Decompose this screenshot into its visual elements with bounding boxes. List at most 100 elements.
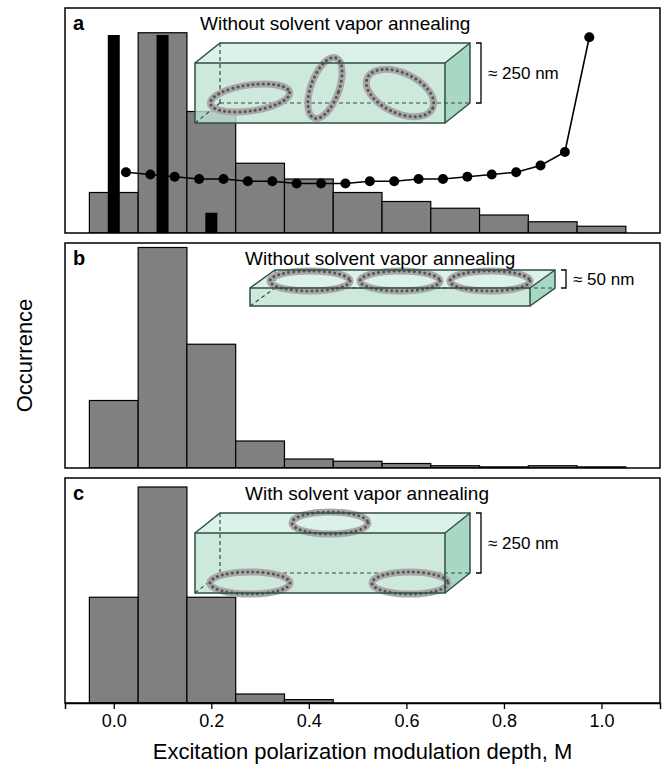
- plot-area: [89, 248, 625, 469]
- panel-frame: [65, 478, 660, 703]
- panel: ≈ 50 nm Without solvent vapor annealing b: [65, 243, 660, 468]
- panel-title: Without solvent vapor annealing: [245, 248, 515, 269]
- x-tick-label: 0.4: [297, 711, 322, 731]
- marker: [438, 174, 448, 184]
- box-edge: [195, 513, 470, 593]
- marker: [194, 174, 204, 184]
- box-face: [195, 533, 445, 593]
- marker: [219, 174, 229, 184]
- marker: [170, 172, 180, 182]
- box-edge: [250, 270, 555, 306]
- box-edge: [530, 270, 555, 288]
- bar: [205, 213, 217, 233]
- ring-body: [372, 572, 448, 594]
- panel: ≈ 250 nm With solvent vapor annealing c 0.0…: [65, 478, 661, 731]
- marker: [414, 174, 424, 184]
- box-edge: [195, 43, 470, 123]
- plot-area: [89, 32, 625, 233]
- x-tick-label: 0.2: [199, 711, 224, 731]
- histogram-bar: [236, 694, 285, 703]
- inset: ≈ 250 nm: [195, 43, 559, 126]
- x-tick: 1.0: [589, 703, 614, 731]
- histogram-bar: [284, 459, 333, 468]
- molecule-ring: [210, 572, 290, 594]
- inset-label: ≈ 250 nm: [488, 64, 559, 83]
- thickness-bracket: [476, 513, 481, 573]
- histogram-bar: [89, 401, 138, 469]
- x-tick-label: 0.0: [102, 711, 127, 731]
- molecule-ring: [292, 512, 368, 534]
- ring-beads: [210, 572, 290, 594]
- inset-label: ≈ 250 nm: [488, 534, 559, 553]
- marker: [121, 167, 131, 177]
- x-tick: 0.6: [394, 703, 419, 731]
- marker: [584, 32, 594, 42]
- x-tick-mark: [211, 703, 212, 709]
- box-edge: [445, 513, 470, 533]
- panel-frame: [65, 8, 660, 233]
- marker: [340, 179, 350, 189]
- ring-body: [209, 80, 292, 117]
- ring-beads: [359, 60, 441, 127]
- box-hidden-edge: [250, 288, 275, 306]
- histogram-bar: [333, 461, 382, 468]
- ring-body: [359, 60, 441, 127]
- marker: [145, 170, 155, 180]
- histogram-bar: [382, 202, 431, 234]
- figure: ≈ 250 nmWithout solvent vapor annealinga…: [0, 0, 670, 770]
- x-tick-mark: [309, 703, 310, 709]
- histogram-bar: [89, 597, 138, 703]
- histogram-bar: [236, 163, 285, 233]
- panel-title: With solvent vapor annealing: [245, 483, 489, 504]
- molecule-ring: [359, 60, 441, 127]
- panel-letter: a: [73, 12, 85, 34]
- box-face: [445, 43, 470, 123]
- ring-body: [292, 512, 368, 534]
- x-tick: 0.8: [492, 703, 517, 731]
- panel-letter: b: [73, 247, 85, 269]
- x-axis: 0.0 0.2 0.4 0.6 0.8 1.0: [66, 703, 661, 731]
- x-tick-label: 0.6: [394, 711, 419, 731]
- box-face: [195, 513, 470, 533]
- line: [126, 37, 589, 183]
- marker: [292, 179, 302, 189]
- histogram-bar: [138, 33, 187, 233]
- inset-label: ≈ 50 nm: [573, 270, 634, 289]
- marker: [389, 176, 399, 186]
- x-axis-line: [66, 704, 661, 710]
- marker: [365, 176, 375, 186]
- panel-frame: [65, 243, 660, 468]
- panel: ≈ 250 nmWithout solvent vapor annealinga: [65, 8, 660, 233]
- x-tick-label: 1.0: [589, 711, 614, 731]
- ring-body: [210, 572, 290, 594]
- bar: [108, 35, 120, 233]
- histogram-bar: [431, 208, 480, 233]
- histogram-bar: [480, 215, 529, 233]
- x-axis-title: Excitation polarization modulation depth…: [153, 739, 572, 764]
- inset: ≈ 250 nm: [195, 512, 559, 594]
- box-edge: [250, 288, 530, 306]
- histogram-bar: [528, 222, 577, 233]
- histogram-bar: [187, 344, 236, 468]
- thickness-bracket: [561, 270, 566, 288]
- histogram-bar: [236, 441, 285, 468]
- molecule-ring: [372, 572, 448, 594]
- histogram-bar: [577, 226, 626, 233]
- panel-letter: c: [73, 482, 84, 504]
- histogram-bar: [187, 112, 236, 234]
- ring-beads: [292, 512, 368, 534]
- x-tick: 0.4: [297, 703, 322, 731]
- box-edge: [195, 533, 445, 593]
- histogram-bar: [333, 193, 382, 234]
- x-tick: 0.0: [102, 703, 127, 731]
- marker: [487, 170, 497, 180]
- marker: [267, 176, 277, 186]
- ring-beads: [209, 80, 292, 117]
- thickness-bracket: [476, 43, 481, 103]
- x-tick: 0.2: [199, 703, 224, 731]
- x-tick-mark: [114, 703, 115, 709]
- x-tick-mark: [504, 703, 505, 709]
- histogram-bar: [187, 597, 236, 703]
- marker: [243, 176, 253, 186]
- inset: ≈ 50 nm: [250, 270, 634, 306]
